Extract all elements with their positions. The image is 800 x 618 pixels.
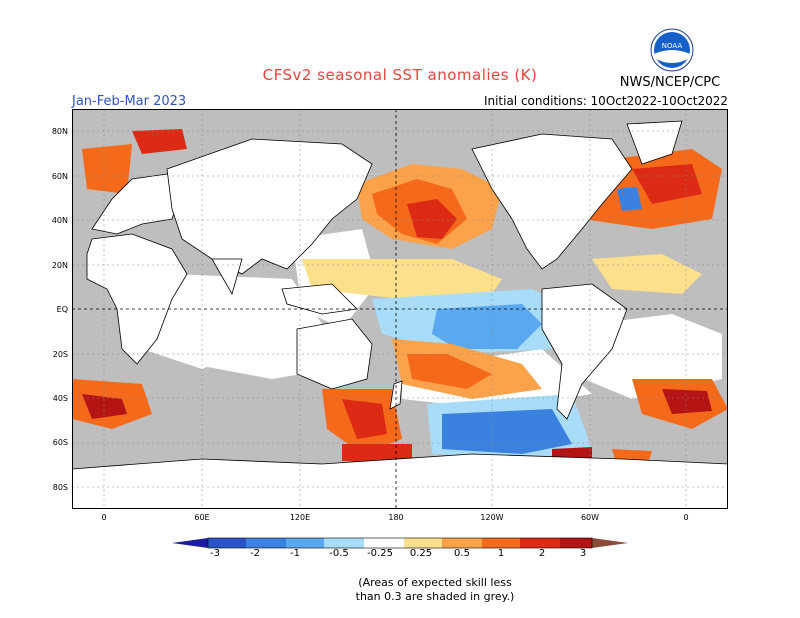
colorbar-label-2: 2 — [538, 548, 546, 559]
reference-lines — [72, 109, 728, 509]
lat-label-60s: 60S — [52, 438, 68, 447]
warm-atlantic-tropics — [592, 254, 702, 294]
lon-label-60e: 60E — [194, 513, 210, 522]
north-america-landmass — [471, 133, 633, 270]
map-frame — [72, 109, 728, 509]
organization-label: NWS/NCEP/CPC — [619, 75, 721, 90]
new-zealand-landmass — [389, 380, 403, 410]
lon-label-120e: 120E — [289, 513, 311, 522]
colorbar-label-minus-3: -3 — [210, 548, 220, 559]
lat-label-eq: EQ — [56, 305, 68, 314]
colorbar-segment-neutral — [364, 538, 404, 548]
warm-south-pacific-core — [407, 354, 492, 389]
maritime-continent — [281, 283, 358, 315]
asia-landmass — [166, 138, 373, 275]
neutral-south-indian — [142, 299, 252, 369]
colorbar-outline — [207, 537, 593, 549]
warm-south-atlantic-peak — [662, 389, 712, 414]
colorbar-segment-3 — [286, 538, 324, 548]
colorbar-segment-above-max — [592, 538, 628, 548]
skill-note-line-2: than 0.3 are shaded in grey.) — [355, 590, 515, 603]
lon-label-0-east: 0 — [683, 513, 689, 522]
season-label: Jan-Feb-Mar 2023 — [72, 94, 187, 109]
colorbar-segment-7 — [442, 538, 482, 548]
warm-subtropics-pacific — [302, 259, 502, 299]
south-america-landmass — [541, 283, 628, 420]
australia-landmass — [296, 318, 373, 390]
colorbar-label-minus-0-5: -0.5 — [329, 548, 349, 559]
antarctica-landmass — [72, 453, 728, 509]
map-title: CFSv2 seasonal SST anomalies (K) — [262, 66, 538, 84]
colorbar-segment-1 — [208, 538, 246, 548]
greenland-landmass — [626, 120, 683, 165]
warm-north-pacific-peak — [407, 199, 457, 239]
skill-note: (Areas of expected skill less than 0.3 a… — [0, 576, 800, 604]
lat-label-20n: 20N — [51, 261, 68, 270]
skill-note-line-1: (Areas of expected skill less — [358, 576, 512, 589]
sst-anomaly-map — [72, 109, 728, 509]
lon-label-60w: 60W — [580, 513, 600, 522]
colorbar-segment-2 — [246, 538, 286, 548]
initial-conditions: Initial conditions: 10Oct2022-10Oct2022 — [483, 94, 728, 108]
lat-label-80n: 80N — [51, 127, 68, 136]
lat-label-20s: 20S — [52, 350, 68, 359]
colorbar-label-0-5: 0.5 — [454, 548, 470, 559]
lon-label-180: 180 — [388, 513, 404, 522]
colorbar-label-minus-2: -2 — [250, 548, 260, 559]
colorbar-label-3: 3 — [579, 548, 587, 559]
colorbar-label-minus-1: -1 — [290, 548, 300, 559]
colorbar-label-minus-0-25: -0.25 — [367, 548, 393, 559]
colorbar-label-1: 1 — [497, 548, 505, 559]
cool-equatorial-pacific — [432, 304, 542, 349]
lat-label-40s: 40S — [52, 394, 68, 403]
warm-barents — [132, 129, 187, 154]
lon-label-0: 0 — [101, 513, 107, 522]
colorbar-segment-below-min — [172, 538, 208, 548]
colorbar — [172, 537, 628, 549]
colorbar-segment-10 — [560, 538, 592, 548]
continents — [72, 120, 728, 509]
warm-tasman-peak — [342, 399, 387, 439]
india-landmass — [211, 258, 243, 296]
colorbar-label-0-25: 0.25 — [409, 548, 433, 559]
colorbar-segment-6 — [404, 538, 442, 548]
warm-north-atlantic-peak — [632, 164, 702, 204]
noaa-logo-icon: NOAA — [650, 28, 694, 72]
logo-text: NOAA — [662, 42, 683, 50]
colorbar-segment-8 — [482, 538, 520, 548]
cool-labrador — [617, 187, 642, 211]
lat-label-80s: 80S — [52, 483, 68, 492]
lat-label-40n: 40N — [51, 216, 68, 225]
warm-south-indian-peak — [82, 394, 127, 419]
cool-southern-pacific — [442, 409, 572, 454]
lat-label-60n: 60N — [51, 172, 68, 181]
lon-label-120w: 120W — [480, 513, 504, 522]
colorbar-segment-9 — [520, 538, 560, 548]
africa-landmass — [86, 233, 188, 365]
colorbar-segment-4 — [324, 538, 364, 548]
warm-nordic-seas — [82, 144, 132, 194]
